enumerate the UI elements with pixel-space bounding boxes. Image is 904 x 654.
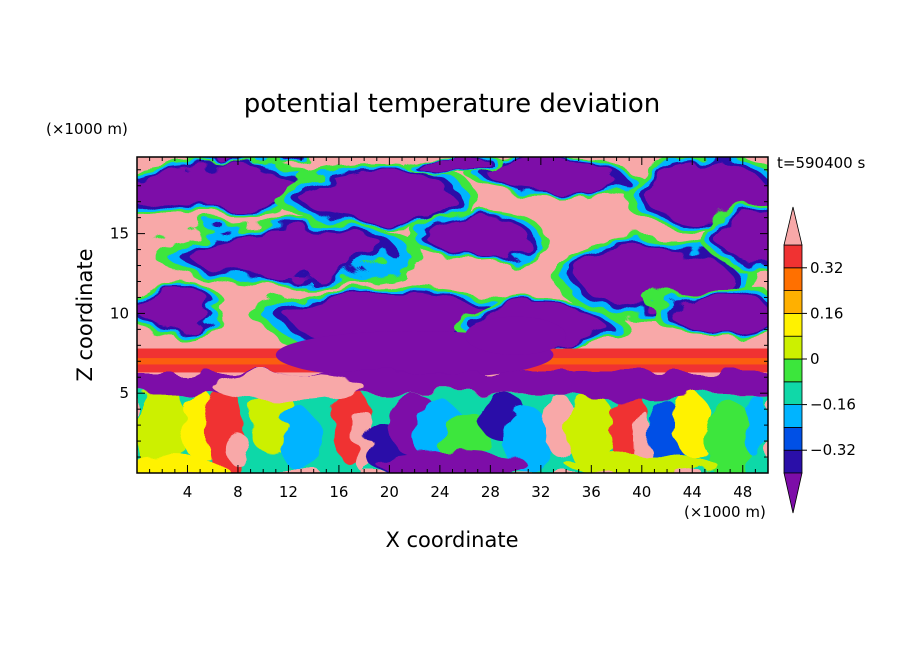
x-tick-label: 8	[233, 483, 243, 501]
chart-title: potential temperature deviation	[244, 89, 660, 119]
colorbar-label: 0	[810, 350, 820, 368]
colorbar-segment	[783, 404, 803, 428]
y-tick-label: 5	[119, 384, 129, 402]
x-tick-label: 36	[582, 483, 601, 501]
x-tick-label: 16	[329, 483, 348, 501]
colorbar-label: 0.16	[810, 304, 843, 322]
x-tick-label: 24	[430, 483, 449, 501]
time-label: t=590400 s	[777, 154, 865, 172]
y-tick-label: 10	[110, 304, 129, 322]
contour-field	[137, 157, 768, 473]
y-tick-label: 15	[110, 225, 129, 243]
x-axis-ticks: 4 8 12 16 20 24 28 32 36 40 44 48	[149, 157, 756, 501]
colorbar-segment	[783, 244, 803, 269]
colorbar-segment	[783, 335, 803, 360]
x-tick-label: 32	[531, 483, 550, 501]
colorbar-label: −0.32	[810, 441, 856, 459]
x-tick-label: 28	[481, 483, 500, 501]
colorbar-upper-extend	[783, 206, 803, 246]
x-tick-label: 48	[733, 483, 752, 501]
y-axis-label: Z coordinate	[73, 248, 97, 381]
x-tick-label: 40	[632, 483, 651, 501]
colorbar-label: −0.16	[810, 396, 856, 414]
x-tick-label: 12	[279, 483, 298, 501]
colorbar-label: 0.32	[810, 259, 843, 277]
colorbar-segment	[783, 381, 803, 405]
colorbar-segment	[783, 426, 803, 451]
y-unit-label: (×1000 m)	[46, 120, 128, 138]
colorbar-lower-extend	[783, 472, 803, 514]
x-tick-label: 20	[380, 483, 399, 501]
colorbar: 0.32 0.16 0 −0.16 −0.32	[783, 206, 856, 514]
x-tick-label: 44	[683, 483, 702, 501]
colorbar-segment	[783, 267, 803, 291]
colorbar-segment	[783, 358, 803, 383]
colorbar-segment	[783, 290, 803, 314]
y-axis-ticks: 5 10 15	[110, 169, 768, 458]
x-tick-label: 4	[183, 483, 193, 501]
x-axis-label: X coordinate	[385, 528, 518, 552]
colorbar-segment	[783, 312, 803, 337]
x-unit-label: (×1000 m)	[684, 503, 766, 521]
colorbar-segment	[783, 449, 803, 474]
